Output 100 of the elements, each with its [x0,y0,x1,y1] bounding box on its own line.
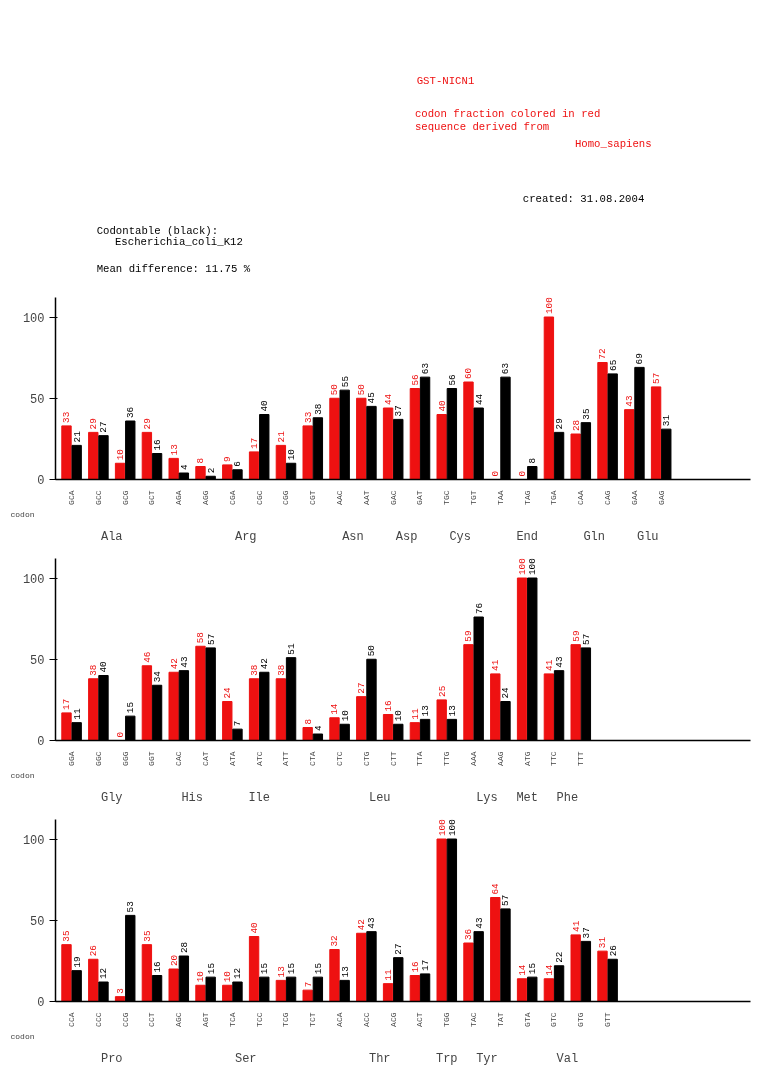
data-label: 16 [383,700,395,712]
text: sequence derived from [414,120,550,133]
text: Phe [556,790,579,805]
data-label: 100 [446,818,458,836]
data-label: 15 [125,701,137,714]
x-tick-label: TTC [549,751,559,766]
x-tick-label: CTA [308,751,318,766]
data-label: 40 [98,660,110,673]
data-label: 0 [490,470,502,477]
data-label: 10 [339,709,351,722]
data-label: 29 [88,418,100,430]
bar [382,407,394,480]
x-tick-label: TAT [495,1012,505,1027]
data-label: 31 [597,936,609,949]
data-label: 59 [570,630,582,642]
bar [114,996,126,1002]
data-label: 100 [517,557,529,575]
y-tick-label: 0 [37,735,45,749]
text: Escherichia_coli_K12 [114,235,243,248]
data-label: 72 [597,348,609,360]
bar [222,984,233,1002]
bar [570,433,581,480]
bar [88,958,99,1002]
x-tick-label: TTG [442,751,452,766]
x-tick-label: CTT [388,751,398,766]
data-label: 15 [312,962,324,975]
text: Lys [476,790,498,805]
x-tick-label: AAC [335,490,345,505]
bar [195,466,206,480]
bar [114,462,126,480]
text: Homo_sapiens [574,137,652,150]
bar [356,397,367,480]
x-tick-label: TTT [576,751,586,766]
y-tick-label: 50 [30,653,45,668]
x-tick-label: ACG [388,1012,398,1027]
x-tick-label: CGG [281,490,291,505]
data-label: 51 [286,643,298,655]
bar [329,717,340,741]
x-tick-label: GAG [656,490,666,505]
data-label: 27 [356,682,368,694]
data-label: 13 [275,966,287,978]
data-label: 28 [570,419,582,431]
data-label: 63 [420,362,432,375]
bar [141,665,153,741]
data-label: 41 [543,659,555,671]
x-tick-label: GCA [67,490,77,505]
x-tick-label: CGC [254,490,264,505]
data-label: 12 [98,967,110,979]
data-label: 24 [500,686,512,699]
bar [436,414,447,480]
data-label: 43 [178,656,190,668]
data-label: 37 [393,405,405,417]
data-label: 100 [543,296,555,314]
text: codon fraction colored in red [414,107,601,120]
bar [329,949,340,1002]
bar [543,316,555,480]
data-label: 28 [178,941,190,953]
data-label: 57 [500,894,512,906]
x-tick-label: GAA [629,490,639,505]
x-tick-label: ATT [281,751,291,766]
data-label: 10 [286,448,298,461]
text: Thr [368,1051,391,1066]
x-tick-label: AGA [174,490,184,505]
text: Leu [368,790,391,805]
x-tick-label: TCC [254,1012,264,1027]
bar [409,388,421,480]
data-label: 42 [259,658,271,670]
data-label: 34 [152,670,164,683]
bar [168,671,179,741]
bar [490,673,501,741]
bar [275,444,287,480]
data-label: 50 [329,383,341,396]
text: End [516,529,538,544]
bar [463,644,474,741]
x-tick-label: ATA [227,751,237,766]
data-label: 100 [527,557,539,575]
bar [436,699,447,741]
data-label: 19 [71,956,83,968]
data-label: 35 [580,408,592,420]
data-label: 4 [312,725,324,731]
data-label: 21 [71,430,83,443]
x-tick-label: CCG [120,1012,130,1027]
bar [168,457,179,480]
x-tick-label: GTC [549,1012,559,1027]
x-tick-label: ACC [361,1012,371,1027]
data-label: 38 [249,664,261,676]
x-tick-label: GCC [93,490,103,505]
bar [516,577,528,741]
y-tick-label: 50 [30,914,45,929]
x-tick-label: CAT [201,751,211,766]
text: His [181,790,203,805]
bar [463,381,474,480]
data-label: 76 [473,602,485,614]
data-label: 0 [517,470,529,477]
bar [382,983,394,1002]
x-tick-label: AAG [495,751,505,766]
data-label: 3 [115,988,127,994]
x-tick-label: GCT [147,490,157,505]
x-tick-label: GTA [522,1012,532,1027]
data-label: 11 [383,969,395,981]
